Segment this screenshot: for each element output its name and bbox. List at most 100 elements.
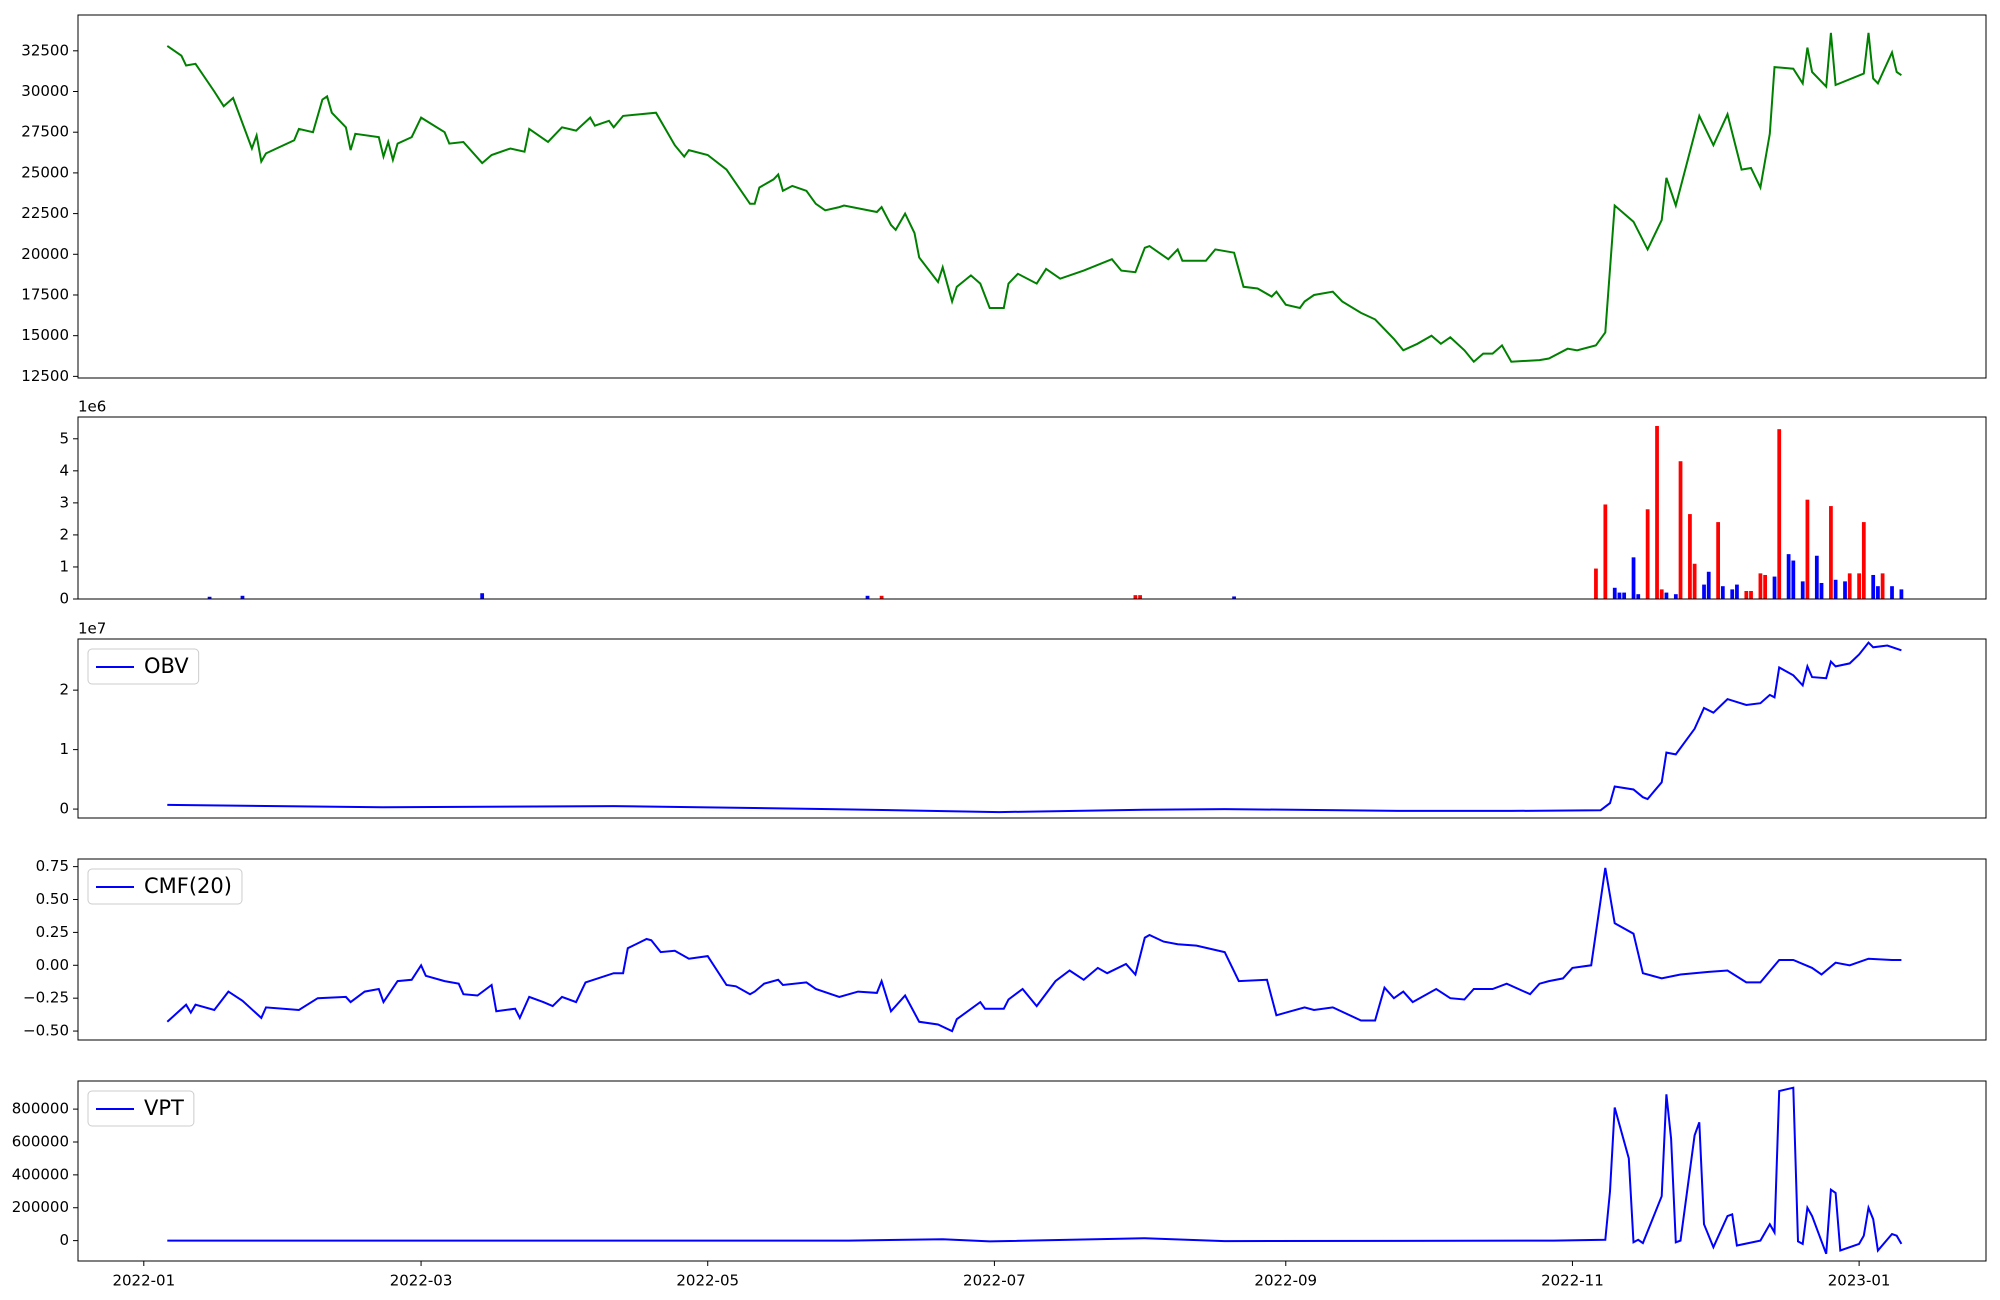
- bar: [1133, 595, 1138, 599]
- bar: [1659, 589, 1664, 599]
- legend-box: [87, 648, 200, 685]
- bar: [1636, 594, 1641, 599]
- bar: [1622, 592, 1627, 599]
- x-tick-label: 2022-07: [963, 1272, 1026, 1290]
- y-tick-label: 12500: [21, 367, 69, 385]
- bar: [879, 595, 884, 599]
- y-tick-label: 0.50: [36, 890, 69, 908]
- y-tick-label: 22500: [21, 204, 69, 222]
- offset-label: 1e6: [78, 398, 106, 416]
- y-tick-label: 4: [59, 461, 69, 479]
- y-tick-label: 1: [59, 740, 69, 758]
- bar: [1716, 522, 1721, 599]
- bar: [1749, 590, 1753, 599]
- bar: [1871, 574, 1876, 599]
- bar: [1880, 573, 1885, 599]
- y-tick-label: 15000: [21, 326, 69, 344]
- bar: [1673, 594, 1678, 599]
- bar: [1706, 571, 1711, 599]
- bar: [1612, 587, 1617, 599]
- y-tick-label: 0.00: [36, 956, 69, 974]
- axes-frame: [77, 638, 1987, 819]
- y-tick-label: 32500: [21, 41, 69, 59]
- bar: [1735, 584, 1739, 599]
- bar: [1805, 499, 1810, 599]
- axes-frame: [77, 1080, 1987, 1262]
- bar: [1763, 574, 1768, 599]
- bar: [1617, 592, 1622, 599]
- bar: [480, 593, 485, 599]
- bar: [1645, 509, 1650, 599]
- y-tick-label: 0.75: [36, 857, 69, 875]
- legend-box: [87, 868, 243, 905]
- axes-frame: [77, 14, 1987, 379]
- x-tick-label: 2022-01: [112, 1272, 175, 1290]
- bar: [1720, 586, 1725, 599]
- bar: [1786, 554, 1791, 599]
- bar: [1800, 581, 1805, 599]
- bar: [1876, 586, 1880, 599]
- y-tick-label: 0: [59, 1231, 69, 1249]
- axes-frame: [77, 858, 1987, 1041]
- bar: [1890, 586, 1894, 599]
- bar: [1814, 555, 1819, 599]
- legend-box: [87, 1090, 195, 1127]
- bar: [1857, 573, 1861, 599]
- legend-label: VPT: [144, 1096, 184, 1120]
- x-tick-label: 2022-11: [1541, 1272, 1604, 1290]
- bar: [1899, 589, 1904, 599]
- bar: [1777, 429, 1782, 599]
- y-tick-label: 30000: [21, 82, 69, 100]
- y-tick-label: 3: [59, 493, 69, 511]
- legend: VPT: [87, 1090, 195, 1127]
- bar: [1655, 425, 1659, 599]
- y-tick-label: 600000: [12, 1132, 69, 1150]
- y-tick-label: 0.25: [36, 923, 69, 941]
- bar: [1138, 595, 1142, 599]
- bar: [240, 595, 245, 599]
- axes-frame: [77, 416, 1987, 600]
- bar: [1594, 568, 1598, 599]
- y-tick-label: 400000: [12, 1165, 69, 1183]
- legend: OBV: [87, 648, 200, 685]
- x-tick-label: 2022-09: [1254, 1272, 1317, 1290]
- legend-label: OBV: [144, 654, 189, 678]
- bar: [1843, 581, 1847, 599]
- bar: [1664, 592, 1669, 599]
- bar: [1791, 560, 1796, 599]
- y-tick-label: 20000: [21, 245, 69, 263]
- x-tick-label: 2022-03: [390, 1272, 453, 1290]
- y-tick-label: −0.50: [23, 1022, 69, 1040]
- y-tick-label: 200000: [12, 1198, 69, 1216]
- line: [167, 641, 1902, 814]
- y-tick-label: 2: [59, 525, 69, 543]
- line: [167, 1086, 1903, 1255]
- y-tick-label: 5: [59, 429, 69, 447]
- legend-label: CMF(20): [144, 874, 232, 898]
- bar: [1847, 573, 1852, 599]
- bar: [1678, 461, 1683, 599]
- y-tick-label: 0: [59, 590, 69, 608]
- x-tick-label: 2022-05: [676, 1272, 739, 1290]
- bar: [1688, 514, 1692, 599]
- y-tick-label: 1: [59, 557, 69, 575]
- x-tick-label: 2023-01: [1828, 1272, 1891, 1290]
- y-tick-label: 800000: [12, 1100, 69, 1118]
- bar: [1692, 563, 1697, 599]
- bar: [1232, 596, 1236, 599]
- y-tick-label: 25000: [21, 163, 69, 181]
- line: [166, 867, 1902, 1033]
- bar: [1833, 579, 1838, 599]
- bar: [1819, 582, 1824, 599]
- bar: [1772, 576, 1777, 599]
- bar: [1603, 504, 1608, 599]
- bar: [1702, 584, 1706, 599]
- bar: [1861, 522, 1866, 599]
- bar: [1730, 589, 1735, 599]
- bar: [1631, 557, 1636, 599]
- bar: [865, 595, 870, 599]
- y-tick-label: 27500: [21, 123, 69, 141]
- bar: [1829, 506, 1833, 599]
- bar: [1758, 573, 1763, 599]
